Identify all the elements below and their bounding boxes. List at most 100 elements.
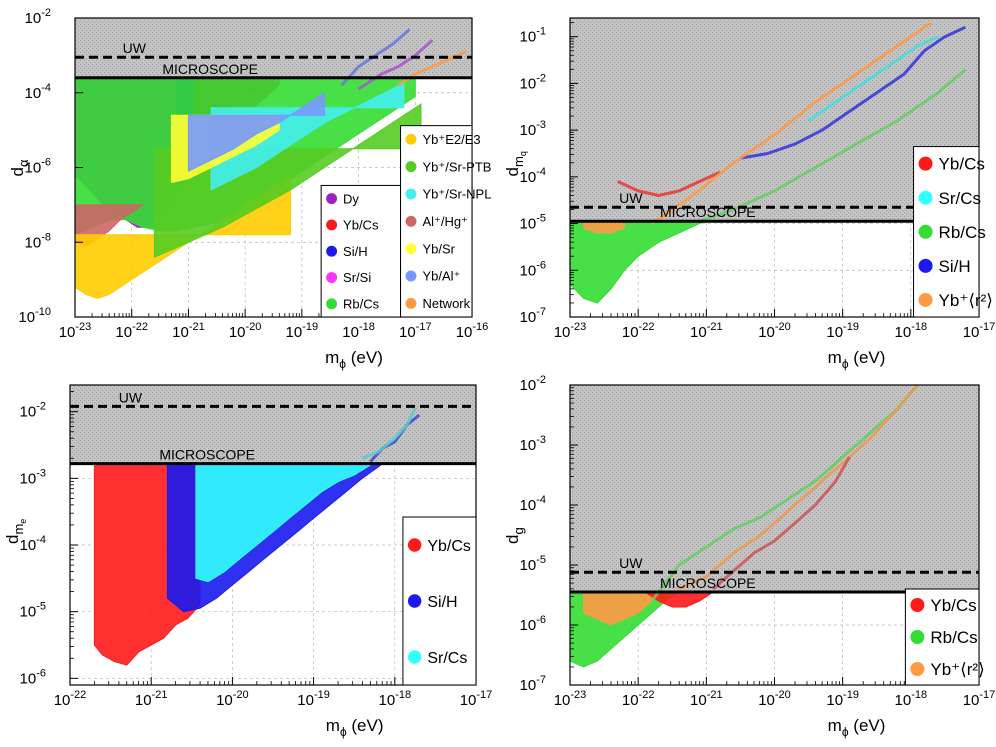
ref-label-microscope: MICROSCOPE: [159, 447, 255, 463]
y-tick-exp: -8: [41, 231, 51, 243]
x-tick-label: 10-18: [342, 321, 375, 341]
x-axis-label-sub: ϕ: [842, 357, 849, 371]
x-axis-label-sub: ϕ: [842, 725, 849, 739]
curve-yb-cs-curve: [712, 456, 851, 591]
y-axis-label-subsub: e: [18, 519, 28, 524]
x-axis-label: mϕ (eV): [828, 716, 886, 739]
x-axis-label: mϕ (eV): [828, 348, 886, 371]
panel-p3: UW MICROSCOPE 10-22 10-21 10-20 10-19 10-18 10-…: [3, 384, 493, 739]
legend-label: Si/H: [939, 257, 971, 276]
y-tick-exp: -2: [536, 374, 546, 386]
legend-label: Si/H: [343, 244, 368, 259]
legend-swatch: [405, 270, 417, 282]
x-tick-label: 10-18: [895, 689, 928, 709]
x-tick-exp: -21: [707, 321, 723, 333]
legend-swatch: [326, 298, 338, 310]
x-tick-exp: -21: [189, 321, 205, 333]
x-tick-label: 10-18: [895, 321, 928, 341]
excluded-region: [570, 385, 979, 592]
x-tick-exp: -23: [570, 321, 586, 333]
x-tick-label: 10-23: [554, 689, 587, 709]
y-tick-label: 10-1: [520, 26, 546, 46]
x-tick-exp: -20: [246, 321, 262, 333]
legend-swatch: [918, 190, 933, 205]
x-tick-label: 10-20: [758, 689, 791, 709]
x-axis-label-unit: (eV): [849, 716, 886, 735]
legend-swatch: [407, 538, 422, 552]
legend-swatch: [918, 258, 933, 273]
curve-si-h: [740, 25, 967, 160]
x-tick-exp: -20: [775, 689, 791, 701]
x-axis-label-unit: (eV): [346, 348, 383, 367]
y-tick-exp: -2: [41, 7, 51, 19]
legend-swatch: [918, 156, 933, 171]
x-tick-exp: -17: [476, 689, 492, 701]
y-tick-exp: -3: [536, 119, 546, 131]
y-tick-label: 10-6: [520, 259, 546, 279]
legend-label: Sr/Cs: [427, 650, 467, 667]
x-axis-label-main: m: [828, 348, 842, 367]
y-tick-exp: -10: [35, 306, 51, 318]
y-tick-exp: -2: [36, 401, 46, 413]
x-tick-exp: -18: [911, 689, 927, 701]
legend-label: Yb⁺/Sr-NPL: [422, 187, 491, 202]
legend-label: Sr/Si: [343, 270, 371, 285]
y-axis-label: dmq: [503, 151, 528, 176]
y-tick-exp: -7: [536, 306, 546, 318]
legend-swatch: [918, 224, 933, 239]
legend-swatch: [326, 219, 338, 231]
legend-swatch: [407, 594, 422, 608]
curve-sr-cs-curve: [361, 407, 417, 460]
y-axis-label-sub: m: [11, 524, 26, 535]
x-tick-label: 10-17: [963, 689, 996, 709]
y-tick-label: 10-3: [20, 467, 46, 487]
legend-label: Yb⁺⟨r²⟩: [930, 660, 984, 679]
x-tick-label: 10-23: [554, 321, 587, 341]
curve-network: [678, 384, 919, 591]
y-tick-label: 10-4: [20, 534, 46, 554]
ref-label-uw: UW: [123, 40, 147, 56]
x-tick-exp: -22: [70, 689, 86, 701]
x-tick-label: 10-17: [460, 689, 493, 709]
y-tick-label: 10-2: [25, 7, 51, 27]
x-tick-exp: -21: [707, 689, 723, 701]
x-axis-label: mϕ (eV): [325, 348, 383, 371]
legend-swatch: [405, 161, 417, 173]
y-tick-label: 10-5: [520, 554, 546, 574]
x-tick-label: 10-20: [216, 689, 249, 709]
x-tick-exp: -22: [639, 321, 655, 333]
legend-label: Rb/Cs: [939, 223, 986, 242]
y-tick-exp: -3: [536, 434, 546, 446]
y-tick-exp: -4: [41, 82, 51, 94]
y-axis-label-main: d: [503, 167, 522, 176]
x-tick-label: 10-19: [286, 321, 319, 341]
y-tick-label: 10-4: [520, 494, 546, 514]
x-tick-label: 10-22: [115, 321, 148, 341]
legend-label: Yb/Cs: [427, 538, 471, 555]
y-axis-label: dg: [503, 527, 526, 544]
legend-swatch: [405, 215, 417, 227]
curve-sr-cs: [807, 35, 939, 123]
legend-swatch: [405, 243, 417, 255]
y-tick-exp: -4: [536, 166, 546, 178]
y-tick-label: 10-6: [520, 614, 546, 634]
legend-label: Rb/Cs: [930, 628, 977, 647]
y-tick-exp: -6: [536, 614, 546, 626]
y-tick-exp: -4: [536, 494, 546, 506]
legend-label: Dy: [343, 191, 359, 206]
x-axis-label-unit: (eV): [849, 348, 886, 367]
y-axis-label-sub: g: [511, 527, 526, 534]
legend-swatch: [910, 662, 925, 676]
curve-yb-al-curve: [340, 28, 411, 87]
y-tick-label: 10-2: [520, 72, 546, 92]
y-tick-label: 10-7: [520, 306, 546, 326]
x-tick-label: 10-21: [690, 689, 723, 709]
x-tick-exp: -20: [775, 321, 791, 333]
x-tick-exp: -21: [152, 689, 168, 701]
x-tick-exp: -18: [395, 689, 411, 701]
x-tick-label: 10-21: [135, 689, 168, 709]
x-tick-exp: -17: [979, 321, 995, 333]
x-axis-label-main: m: [325, 348, 339, 367]
y-axis-label-subsub: q: [518, 151, 528, 156]
x-tick-exp: -20: [233, 689, 249, 701]
